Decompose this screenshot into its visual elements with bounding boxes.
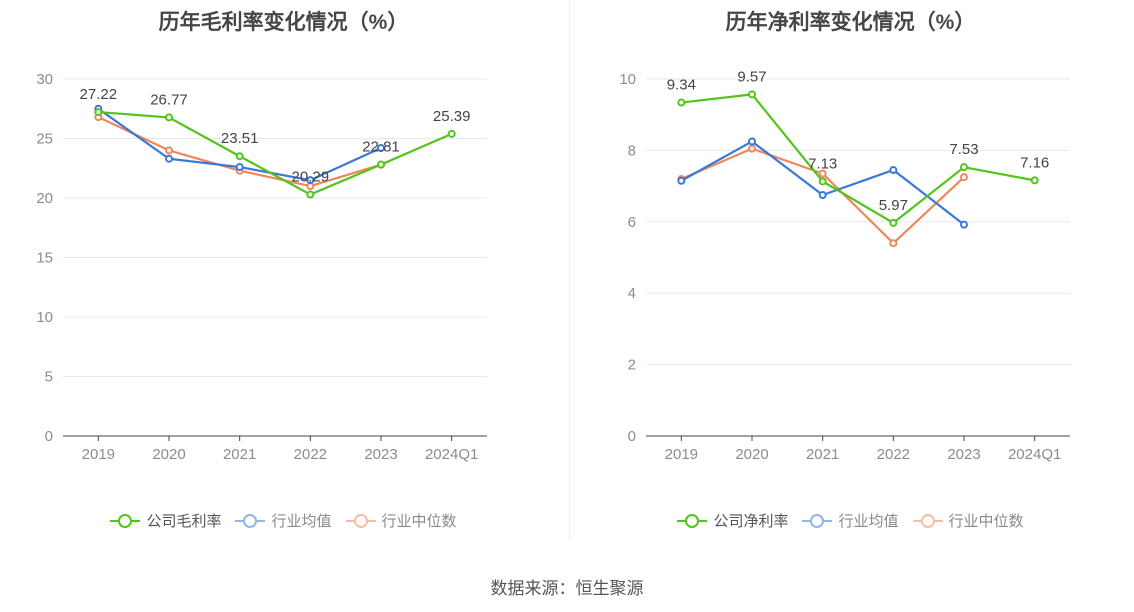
y-tick-label: 20 (36, 190, 53, 207)
data-label: 23.51 (221, 130, 259, 147)
data-point-avg (818, 191, 827, 200)
data-point-company (748, 90, 756, 99)
legend-label: 行业中位数 (948, 513, 1024, 530)
legend-label: 行业均值 (271, 513, 332, 530)
legend-swatch-icon (345, 513, 376, 528)
data-label: 7.16 (1020, 154, 1049, 171)
x-tick-label: 2019 (82, 446, 115, 463)
data-point-company (377, 160, 385, 169)
series-line-company (681, 93, 1035, 224)
legend-item-avg[interactable]: 行业均值 (802, 510, 899, 531)
data-label: 26.77 (150, 91, 188, 108)
data-label: 9.57 (737, 68, 766, 85)
series-line-company (98, 110, 453, 196)
data-label: 20.29 (292, 169, 330, 186)
x-tick-label: 2021 (806, 446, 839, 463)
legend-swatch-icon (802, 513, 833, 528)
y-tick-label: 10 (36, 309, 53, 326)
gross-margin-chart: 历年毛利率变化情况（%） 0 5 10 15 20 25 30 2019 2020 2021 202… (0, 0, 567, 548)
data-point-median (818, 169, 827, 178)
legend-swatch-icon (677, 513, 708, 528)
y-tick-label: 0 (628, 428, 636, 445)
x-tick-label: 2021 (223, 446, 256, 463)
chart-title: 历年净利率变化情况（%） (725, 11, 976, 34)
gross-margin-plot: 0 5 10 15 20 25 30 2019 2020 2021 2022 2023 2024Q1 27… (36, 71, 487, 463)
legend-swatch-icon (110, 513, 141, 528)
legend-swatch-icon (235, 513, 266, 528)
y-tick-label: 8 (628, 142, 636, 159)
legend-label: 行业中位数 (381, 513, 457, 530)
x-tick-label: 2024Q1 (1008, 446, 1061, 463)
legend-item-median[interactable]: 行业中位数 (345, 510, 457, 531)
data-point-avg (306, 176, 315, 185)
legend-label: 行业均值 (838, 513, 899, 530)
y-tick-label: 0 (45, 428, 53, 445)
net-margin-plot: 0 2 4 6 8 10 2019 2020 2021 2022 2023 2024Q1 9.34 9.5… (619, 68, 1070, 463)
x-tick-label: 2020 (735, 446, 768, 463)
data-source-note: 数据来源：恒生聚源 (490, 579, 644, 598)
data-point-avg (960, 220, 968, 229)
x-tick-label: 2023 (364, 446, 397, 463)
legend-item-median[interactable]: 行业中位数 (912, 510, 1024, 531)
data-point-company (677, 98, 686, 107)
data-point-company (165, 113, 173, 122)
x-tick-label: 2020 (152, 446, 185, 463)
net-margin-chart: 历年净利率变化情况（%） 0 2 4 6 8 10 2019 2020 2021 2022 2023… (567, 0, 1134, 548)
chart-legend: 公司净利率 行业均值 行业中位数 (567, 510, 1134, 531)
x-tick-label: 2022 (877, 446, 910, 463)
data-point-company (235, 152, 244, 161)
legend-item-company[interactable]: 公司净利率 (677, 510, 788, 531)
data-point-median (748, 144, 756, 153)
legend-swatch-icon (912, 513, 943, 528)
x-tick-label: 2023 (947, 446, 980, 463)
legend-item-company[interactable]: 公司毛利率 (110, 510, 221, 531)
data-point-avg (748, 137, 756, 146)
data-point-avg (235, 163, 244, 172)
x-tick-label: 2022 (294, 446, 327, 463)
x-tick-label: 2019 (665, 446, 698, 463)
data-point-company (447, 129, 456, 138)
data-point-company (306, 190, 315, 199)
chart-legend: 公司毛利率 行业均值 行业中位数 (0, 510, 567, 531)
data-label: 9.34 (667, 77, 696, 94)
data-point-median (960, 173, 968, 182)
legend-label: 公司毛利率 (146, 513, 222, 530)
y-tick-label: 25 (36, 131, 53, 148)
y-tick-label: 2 (628, 357, 636, 374)
y-tick-label: 15 (36, 250, 53, 267)
data-label: 7.53 (949, 141, 978, 158)
data-point-company (1030, 176, 1039, 185)
data-point-company (818, 177, 827, 186)
data-point-avg (889, 166, 898, 175)
data-point-median (165, 146, 173, 155)
y-tick-label: 30 (36, 71, 53, 88)
y-tick-label: 4 (628, 285, 636, 302)
data-point-avg (165, 154, 173, 163)
chart-title: 历年毛利率变化情况（%） (158, 11, 409, 34)
x-tick-label: 2024Q1 (425, 446, 478, 463)
panel-divider (569, 0, 570, 540)
data-label: 7.13 (808, 155, 837, 172)
data-label: 22.81 (362, 139, 400, 156)
y-tick-label: 10 (619, 71, 636, 88)
y-tick-label: 6 (628, 214, 636, 231)
data-point-avg (377, 144, 385, 153)
data-point-median (889, 239, 898, 248)
data-point-company (889, 218, 898, 227)
data-label: 27.22 (80, 86, 118, 103)
data-label: 25.39 (433, 108, 471, 125)
y-tick-label: 5 (45, 369, 53, 386)
legend-label: 公司净利率 (713, 513, 789, 530)
data-label: 5.97 (879, 197, 908, 214)
legend-item-avg[interactable]: 行业均值 (235, 510, 332, 531)
series-line-median (97, 116, 382, 188)
data-point-avg (677, 176, 686, 185)
data-point-company (94, 108, 103, 117)
data-point-company (960, 163, 968, 172)
